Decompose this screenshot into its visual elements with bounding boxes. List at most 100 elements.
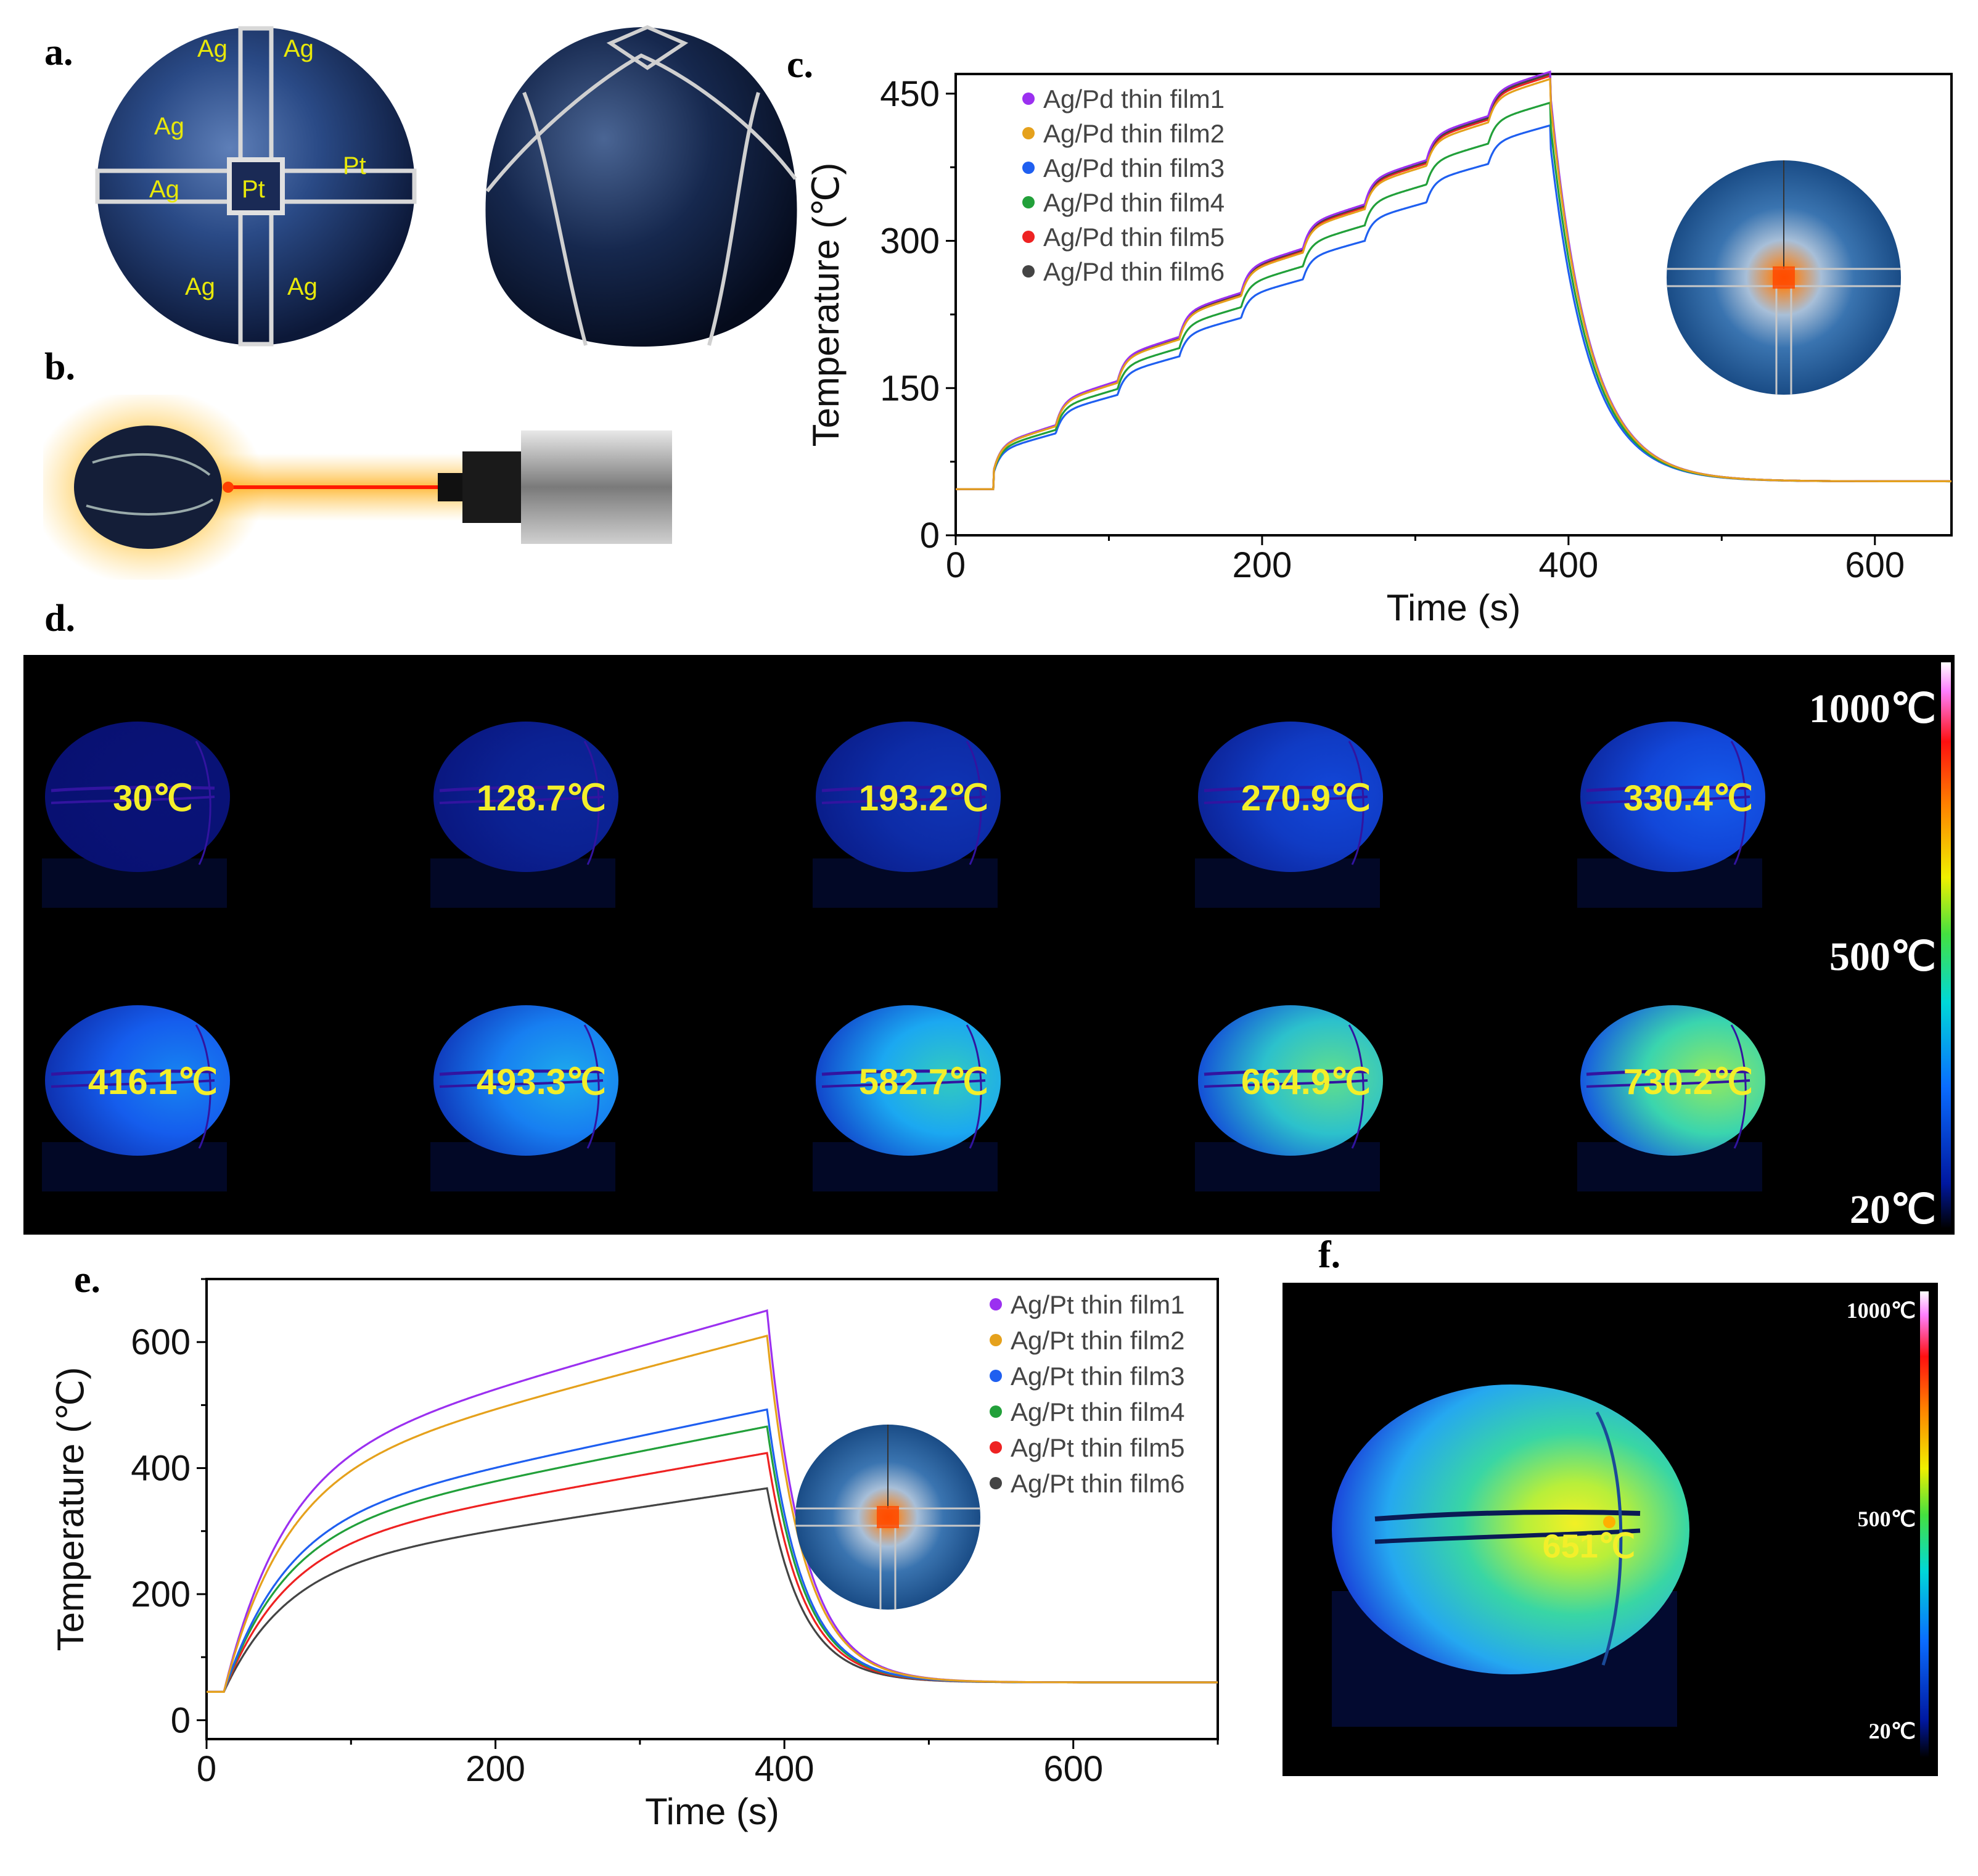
inset-sphere-diagram — [795, 1425, 980, 1610]
thermal-dome — [813, 722, 1001, 908]
legend-entry: Ag/Pt thin film3 — [1011, 1362, 1184, 1391]
dome-photo — [485, 25, 797, 347]
x-tick-label: 200 — [1233, 545, 1292, 585]
y-tick-label: 0 — [920, 516, 940, 556]
thermal-frame: 582.7℃ — [800, 988, 1072, 1191]
color-scale-bar — [1941, 662, 1951, 1228]
thermal-temperature-label: 270.9℃ — [1241, 778, 1371, 818]
y-tick-label: 150 — [880, 368, 940, 408]
laser-source — [438, 430, 672, 544]
scale-mid-label: 500℃ — [1857, 1507, 1916, 1531]
scale-max-label: 1000℃ — [1846, 1298, 1916, 1323]
x-tick-label: 400 — [1538, 545, 1598, 585]
sphere-photo — [95, 26, 417, 347]
thermal-dome — [430, 722, 618, 908]
panel-e-label: e. — [74, 1259, 101, 1301]
y-tick-label: 450 — [880, 74, 940, 114]
thermal-dome — [1195, 1005, 1383, 1191]
legend-entry: Ag/Pd thin film5 — [1043, 223, 1225, 252]
legend-entry: Ag/Pt thin film2 — [1011, 1326, 1184, 1355]
y-tick-label: 400 — [131, 1449, 191, 1489]
thermal-frame: 664.9℃ — [1183, 988, 1454, 1191]
scale-min-label: 20℃ — [1868, 1719, 1916, 1743]
electrode-label: Pt — [343, 152, 366, 179]
thermal-image-grid: 30℃ 128.7℃ — [23, 655, 1955, 1235]
chart-c: 0 200 400 600 0 150 300 450 Time (s) Temperature … — [805, 70, 1953, 628]
panel-a-photos: Ag Ag Ag Ag Ag Ag Pt Pt — [95, 25, 797, 347]
x-tick-label: 0 — [197, 1749, 216, 1789]
thermal-frame: 416.1℃ — [30, 988, 301, 1191]
thermal-temperature-label: 330.4℃ — [1623, 778, 1754, 818]
thermal-frame: 128.7℃ — [418, 704, 689, 908]
electrode-label: Ag — [149, 176, 179, 203]
x-tick-label: 600 — [1845, 545, 1905, 585]
scale-max-label: 1000℃ — [1808, 686, 1936, 731]
thermal-dome — [42, 722, 230, 908]
thermal-temperature-label: 651℃ — [1542, 1528, 1636, 1565]
electrode-label: Pt — [242, 176, 265, 203]
electrode-label: Ag — [284, 35, 314, 62]
plot-frame — [954, 73, 1953, 537]
thermal-temperature-label: 664.9℃ — [1241, 1062, 1371, 1102]
thermal-temperature-label: 416.1℃ — [88, 1062, 218, 1102]
legend-entry: Ag/Pd thin film2 — [1043, 119, 1225, 148]
panel-d-label: d. — [44, 598, 75, 640]
thermal-dome — [430, 1005, 618, 1191]
y-tick-label: 300 — [880, 221, 940, 261]
scale-mid-label: 500℃ — [1829, 934, 1936, 979]
legend-entry: Ag/Pt thin film5 — [1011, 1433, 1184, 1462]
scale-min-label: 20℃ — [1849, 1187, 1936, 1232]
legend-marker — [1022, 265, 1035, 278]
thermal-temperature-label: 128.7℃ — [476, 778, 607, 818]
series-line — [207, 1334, 1218, 1693]
legend-entry: Ag/Pd thin film6 — [1043, 257, 1225, 286]
legend-marker — [990, 1298, 1002, 1310]
legend-marker — [990, 1370, 1002, 1382]
series-line — [956, 77, 1951, 490]
x-tick-label: 0 — [946, 545, 966, 585]
thermal-dome — [1577, 1005, 1765, 1191]
y-tick-label: 200 — [131, 1574, 191, 1615]
thermal-dome — [813, 1005, 1001, 1191]
legend-entry: Ag/Pt thin film6 — [1011, 1469, 1184, 1498]
legend-marker — [1022, 93, 1035, 105]
panel-b-illustration — [43, 395, 672, 580]
x-tick-label: 600 — [1043, 1749, 1103, 1789]
thermal-image-single: 651℃ 1000℃ 500℃ 20℃ — [1282, 1283, 1938, 1776]
thermal-temperature-label: 30℃ — [113, 778, 193, 818]
legend-entry: Ag/Pt thin film4 — [1011, 1397, 1184, 1426]
thermal-frame: 30℃ — [30, 704, 301, 908]
thermal-frame: 730.2℃ — [1565, 988, 1836, 1191]
panel-f-label: f. — [1318, 1234, 1341, 1276]
thermal-dome — [1577, 722, 1765, 908]
thermal-dome — [42, 1005, 230, 1191]
x-tick-label: 400 — [755, 1749, 815, 1789]
legend-marker — [990, 1334, 1002, 1346]
legend-entry: Ag/Pd thin film3 — [1043, 154, 1225, 183]
panel-b-label: b. — [44, 346, 75, 388]
legend-entry: Ag/Pd thin film4 — [1043, 188, 1225, 217]
thermal-dome — [1332, 1384, 1689, 1727]
thermal-frame: 270.9℃ — [1183, 704, 1454, 908]
thermal-temperature-label: 582.7℃ — [858, 1062, 989, 1102]
legend-marker — [990, 1441, 1002, 1454]
thermal-frame: 193.2℃ — [800, 704, 1072, 908]
legend-marker — [1022, 196, 1035, 208]
thermal-frame: 330.4℃ — [1565, 704, 1836, 908]
x-axis-label: Time (s) — [1387, 587, 1521, 628]
y-axis-label: Temperature (℃) — [805, 163, 847, 447]
plot-frame — [205, 1278, 1219, 1740]
chart-e: 0 200 400 600 0 200 400 600 Time (s) Temperature … — [50, 1278, 1219, 1832]
legend-marker — [990, 1405, 1002, 1418]
series-line — [207, 1487, 1218, 1693]
y-axis-label: Temperature (℃) — [50, 1367, 91, 1652]
legend-entry: Ag/Pt thin film1 — [1011, 1290, 1184, 1319]
electrode-label: Ag — [197, 35, 228, 62]
thermal-dome — [1195, 722, 1383, 908]
thermal-temperature-label: 193.2℃ — [858, 778, 989, 818]
inset-sphere-diagram — [1667, 160, 1901, 395]
y-tick-label: 0 — [171, 1700, 191, 1740]
legend-marker — [1022, 231, 1035, 243]
legend-marker — [990, 1477, 1002, 1489]
y-tick-label: 600 — [131, 1322, 191, 1362]
